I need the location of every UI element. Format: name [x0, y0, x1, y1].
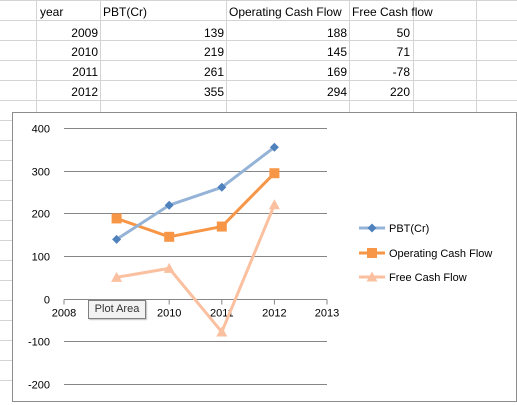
- legend-marker[interactable]: [366, 271, 378, 282]
- data-point-marker[interactable]: [111, 213, 122, 224]
- header-pbt[interactable]: PBT(Cr): [103, 5, 147, 19]
- legend-label: Free Cash Flow: [389, 272, 467, 284]
- legend[interactable]: PBT(Cr) Operating Cash Flow Free Cash Flow: [359, 223, 492, 284]
- data-point-marker[interactable]: [163, 262, 175, 273]
- cell-operating-cash-flow[interactable]: 169: [326, 65, 347, 79]
- cell-pbt[interactable]: 139: [203, 26, 224, 40]
- series-line[interactable]: [116, 204, 276, 334]
- line-chart[interactable]: -200-10001002003004002008200920102011201…: [13, 113, 517, 403]
- legend-item[interactable]: Operating Cash Flow: [359, 248, 492, 260]
- cell-pbt[interactable]: 261: [203, 65, 224, 79]
- header-year[interactable]: year: [40, 5, 64, 19]
- series-line[interactable]: [116, 172, 276, 239]
- y-tick-label: -200: [28, 380, 50, 392]
- series-2[interactable]: [111, 199, 280, 337]
- series-line[interactable]: [115, 146, 276, 241]
- cell-free-cash-flow[interactable]: 220: [389, 85, 410, 99]
- data-point-marker[interactable]: [269, 142, 279, 152]
- y-tick-label: 200: [32, 209, 50, 221]
- x-tick-label: 2012: [262, 308, 286, 320]
- data-point-marker[interactable]: [268, 199, 280, 210]
- header-operating-cash-flow[interactable]: Operating Cash Flow: [229, 5, 342, 19]
- legend-marker[interactable]: [367, 248, 377, 258]
- series-0[interactable]: [112, 142, 279, 244]
- header-free-cash-flow[interactable]: Free Cash flow: [352, 5, 433, 19]
- data-point-marker[interactable]: [217, 182, 227, 192]
- data-point-marker[interactable]: [269, 168, 280, 179]
- cell-free-cash-flow[interactable]: 71: [396, 45, 410, 59]
- y-tick-label: -100: [28, 337, 50, 349]
- y-tick-label: 300: [32, 167, 50, 179]
- legend-label: PBT(Cr): [389, 223, 429, 235]
- data-point-marker[interactable]: [164, 200, 174, 210]
- cell-year[interactable]: 2012: [71, 85, 98, 99]
- y-tick-label: 100: [32, 252, 50, 264]
- data-point-marker[interactable]: [216, 221, 227, 232]
- x-tick-label: 2013: [315, 308, 339, 320]
- y-tick-label: 0: [44, 295, 50, 307]
- legend-item[interactable]: PBT(Cr): [359, 223, 429, 235]
- chart-area[interactable]: -200-10001002003004002008200920102011201…: [12, 112, 517, 402]
- cell-pbt[interactable]: 219: [203, 45, 224, 59]
- plot-area-tooltip: Plot Area: [88, 300, 146, 319]
- legend-item[interactable]: Free Cash Flow: [359, 271, 467, 285]
- data-point-marker[interactable]: [164, 231, 175, 242]
- y-gridlines: [64, 128, 327, 385]
- legend-label: Operating Cash Flow: [389, 248, 492, 260]
- cell-operating-cash-flow[interactable]: 145: [326, 45, 347, 59]
- cell-free-cash-flow[interactable]: 50: [396, 26, 410, 40]
- y-axis: -200 -100 0 100 200 300 400: [28, 124, 50, 392]
- data-point-marker[interactable]: [111, 271, 123, 282]
- cell-year[interactable]: 2011: [72, 65, 98, 79]
- cell-operating-cash-flow[interactable]: 294: [326, 85, 347, 99]
- cell-year[interactable]: 2009: [71, 26, 98, 40]
- data-point-marker[interactable]: [216, 326, 228, 337]
- data-point-marker[interactable]: [112, 234, 122, 244]
- legend-marker[interactable]: [367, 223, 377, 233]
- cell-operating-cash-flow[interactable]: 188: [326, 26, 347, 40]
- cell-pbt[interactable]: 355: [203, 85, 224, 99]
- x-tick-label: 2010: [157, 308, 181, 320]
- cell-year[interactable]: 2010: [71, 45, 98, 59]
- x-tick-label: 2008: [52, 308, 76, 320]
- cell-free-cash-flow[interactable]: -78: [392, 65, 410, 79]
- y-tick-label: 400: [32, 124, 50, 136]
- series-1[interactable]: [111, 168, 280, 242]
